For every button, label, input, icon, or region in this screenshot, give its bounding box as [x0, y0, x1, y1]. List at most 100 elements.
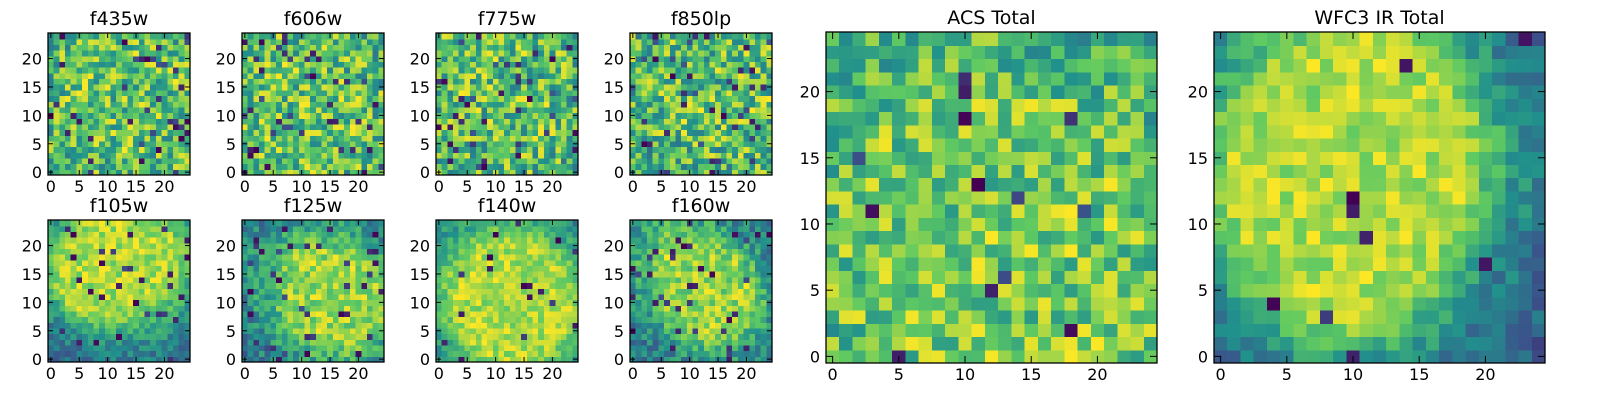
heatmap-cell — [641, 123, 648, 131]
heatmap-cell — [82, 288, 89, 295]
heatmap-cell — [247, 44, 254, 51]
heatmap-cell — [121, 231, 129, 238]
heatmap-cell — [184, 67, 191, 74]
heatmap-cell — [372, 78, 379, 85]
heatmap-cell — [253, 248, 260, 255]
heatmap-cell — [184, 231, 191, 238]
heatmap-cell — [492, 89, 500, 97]
heatmap-cell — [664, 55, 671, 62]
heatmap-cell — [70, 84, 77, 91]
heatmap-cell — [76, 333, 83, 340]
heatmap-cell — [338, 259, 345, 267]
heatmap-cell — [698, 305, 705, 312]
heatmap-cell — [293, 305, 300, 312]
heatmap-cell — [82, 67, 89, 74]
heatmap-cell — [281, 220, 289, 227]
heatmap-cell — [447, 265, 454, 272]
heatmap-cell — [315, 231, 323, 238]
heatmap-cell — [281, 231, 289, 238]
heatmap-cell — [253, 38, 260, 45]
heatmap-cell — [675, 112, 682, 119]
heatmap-cell — [647, 163, 654, 170]
heatmap-cell — [760, 169, 767, 176]
heatmap-cell — [70, 293, 77, 301]
heatmap-cell — [475, 220, 483, 227]
heatmap-cell — [87, 112, 95, 119]
heatmap-cell — [475, 169, 483, 176]
heatmap-cell — [332, 123, 340, 131]
heatmap-cell — [281, 72, 289, 80]
heatmap-cell — [481, 276, 488, 284]
heatmap-cell — [281, 129, 289, 136]
heatmap-cell — [110, 220, 117, 227]
heatmap-cell — [338, 350, 345, 357]
heatmap-cell — [93, 112, 100, 119]
heatmap-cell — [361, 84, 368, 91]
heatmap-cell — [732, 333, 739, 340]
heatmap-cell — [259, 299, 266, 306]
heatmap-cell — [121, 327, 129, 335]
heatmap-cell — [515, 327, 522, 335]
heatmap-cell — [298, 344, 306, 352]
heatmap-cell — [87, 333, 95, 340]
heatmap-cell — [144, 44, 151, 51]
heatmap-cell — [76, 299, 83, 306]
heatmap-cell — [144, 220, 151, 227]
heatmap-cell — [247, 101, 254, 108]
heatmap-cell — [349, 339, 357, 346]
heatmap-cell — [338, 356, 345, 363]
heatmap-cell — [259, 89, 266, 97]
heatmap-cell — [310, 259, 317, 267]
heatmap-cell — [441, 118, 448, 125]
heatmap-cell — [481, 140, 488, 148]
heatmap-cell — [172, 38, 180, 45]
heatmap-cell — [127, 67, 134, 74]
heatmap-cell — [270, 95, 277, 102]
heatmap-cell — [470, 293, 477, 301]
heatmap-cell — [664, 339, 671, 346]
heatmap-cell — [464, 339, 471, 346]
heatmap-cell — [664, 123, 671, 131]
heatmap-cell — [321, 50, 328, 57]
heatmap-cell — [133, 140, 140, 148]
heatmap-cell — [453, 135, 460, 142]
heatmap-cell — [504, 78, 511, 85]
heatmap-cell — [686, 55, 694, 62]
x-tick-label: 20 — [736, 177, 756, 196]
heatmap-cell — [87, 157, 95, 165]
heatmap-cell — [110, 44, 117, 51]
heatmap-cell — [76, 350, 83, 357]
heatmap-cell — [287, 225, 294, 232]
heatmap-cell — [349, 265, 357, 272]
heatmap-cell — [509, 333, 517, 340]
heatmap-cell — [338, 248, 345, 255]
heatmap-cell — [681, 118, 688, 125]
heatmap-cell — [464, 50, 471, 57]
heatmap-cell — [138, 50, 146, 57]
heatmap-cell — [104, 146, 112, 153]
heatmap-cell — [526, 84, 534, 91]
heatmap-cell — [172, 220, 180, 227]
heatmap-cell — [65, 231, 72, 238]
heatmap-cell — [116, 61, 123, 68]
heatmap-cell — [453, 316, 460, 323]
heatmap-cell — [116, 152, 123, 159]
heatmap-cell — [692, 152, 699, 159]
heatmap-cell — [53, 106, 60, 114]
heatmap-cell — [138, 135, 146, 142]
heatmap-cell — [287, 248, 294, 255]
heatmap-cell — [253, 242, 260, 249]
heatmap-cell — [293, 310, 300, 318]
heatmap-cell — [560, 220, 568, 227]
heatmap-cell — [681, 282, 688, 289]
heatmap-cell — [82, 344, 89, 352]
heatmap-cell — [270, 78, 277, 85]
heatmap-cell — [167, 305, 174, 312]
heatmap-cell — [315, 327, 323, 335]
heatmap-cell — [686, 101, 694, 108]
heatmap-cell — [720, 129, 728, 136]
heatmap-cell — [104, 50, 112, 57]
heatmap-cell — [116, 44, 123, 51]
heatmap-cell — [287, 38, 294, 45]
heatmap-cell — [470, 78, 477, 85]
